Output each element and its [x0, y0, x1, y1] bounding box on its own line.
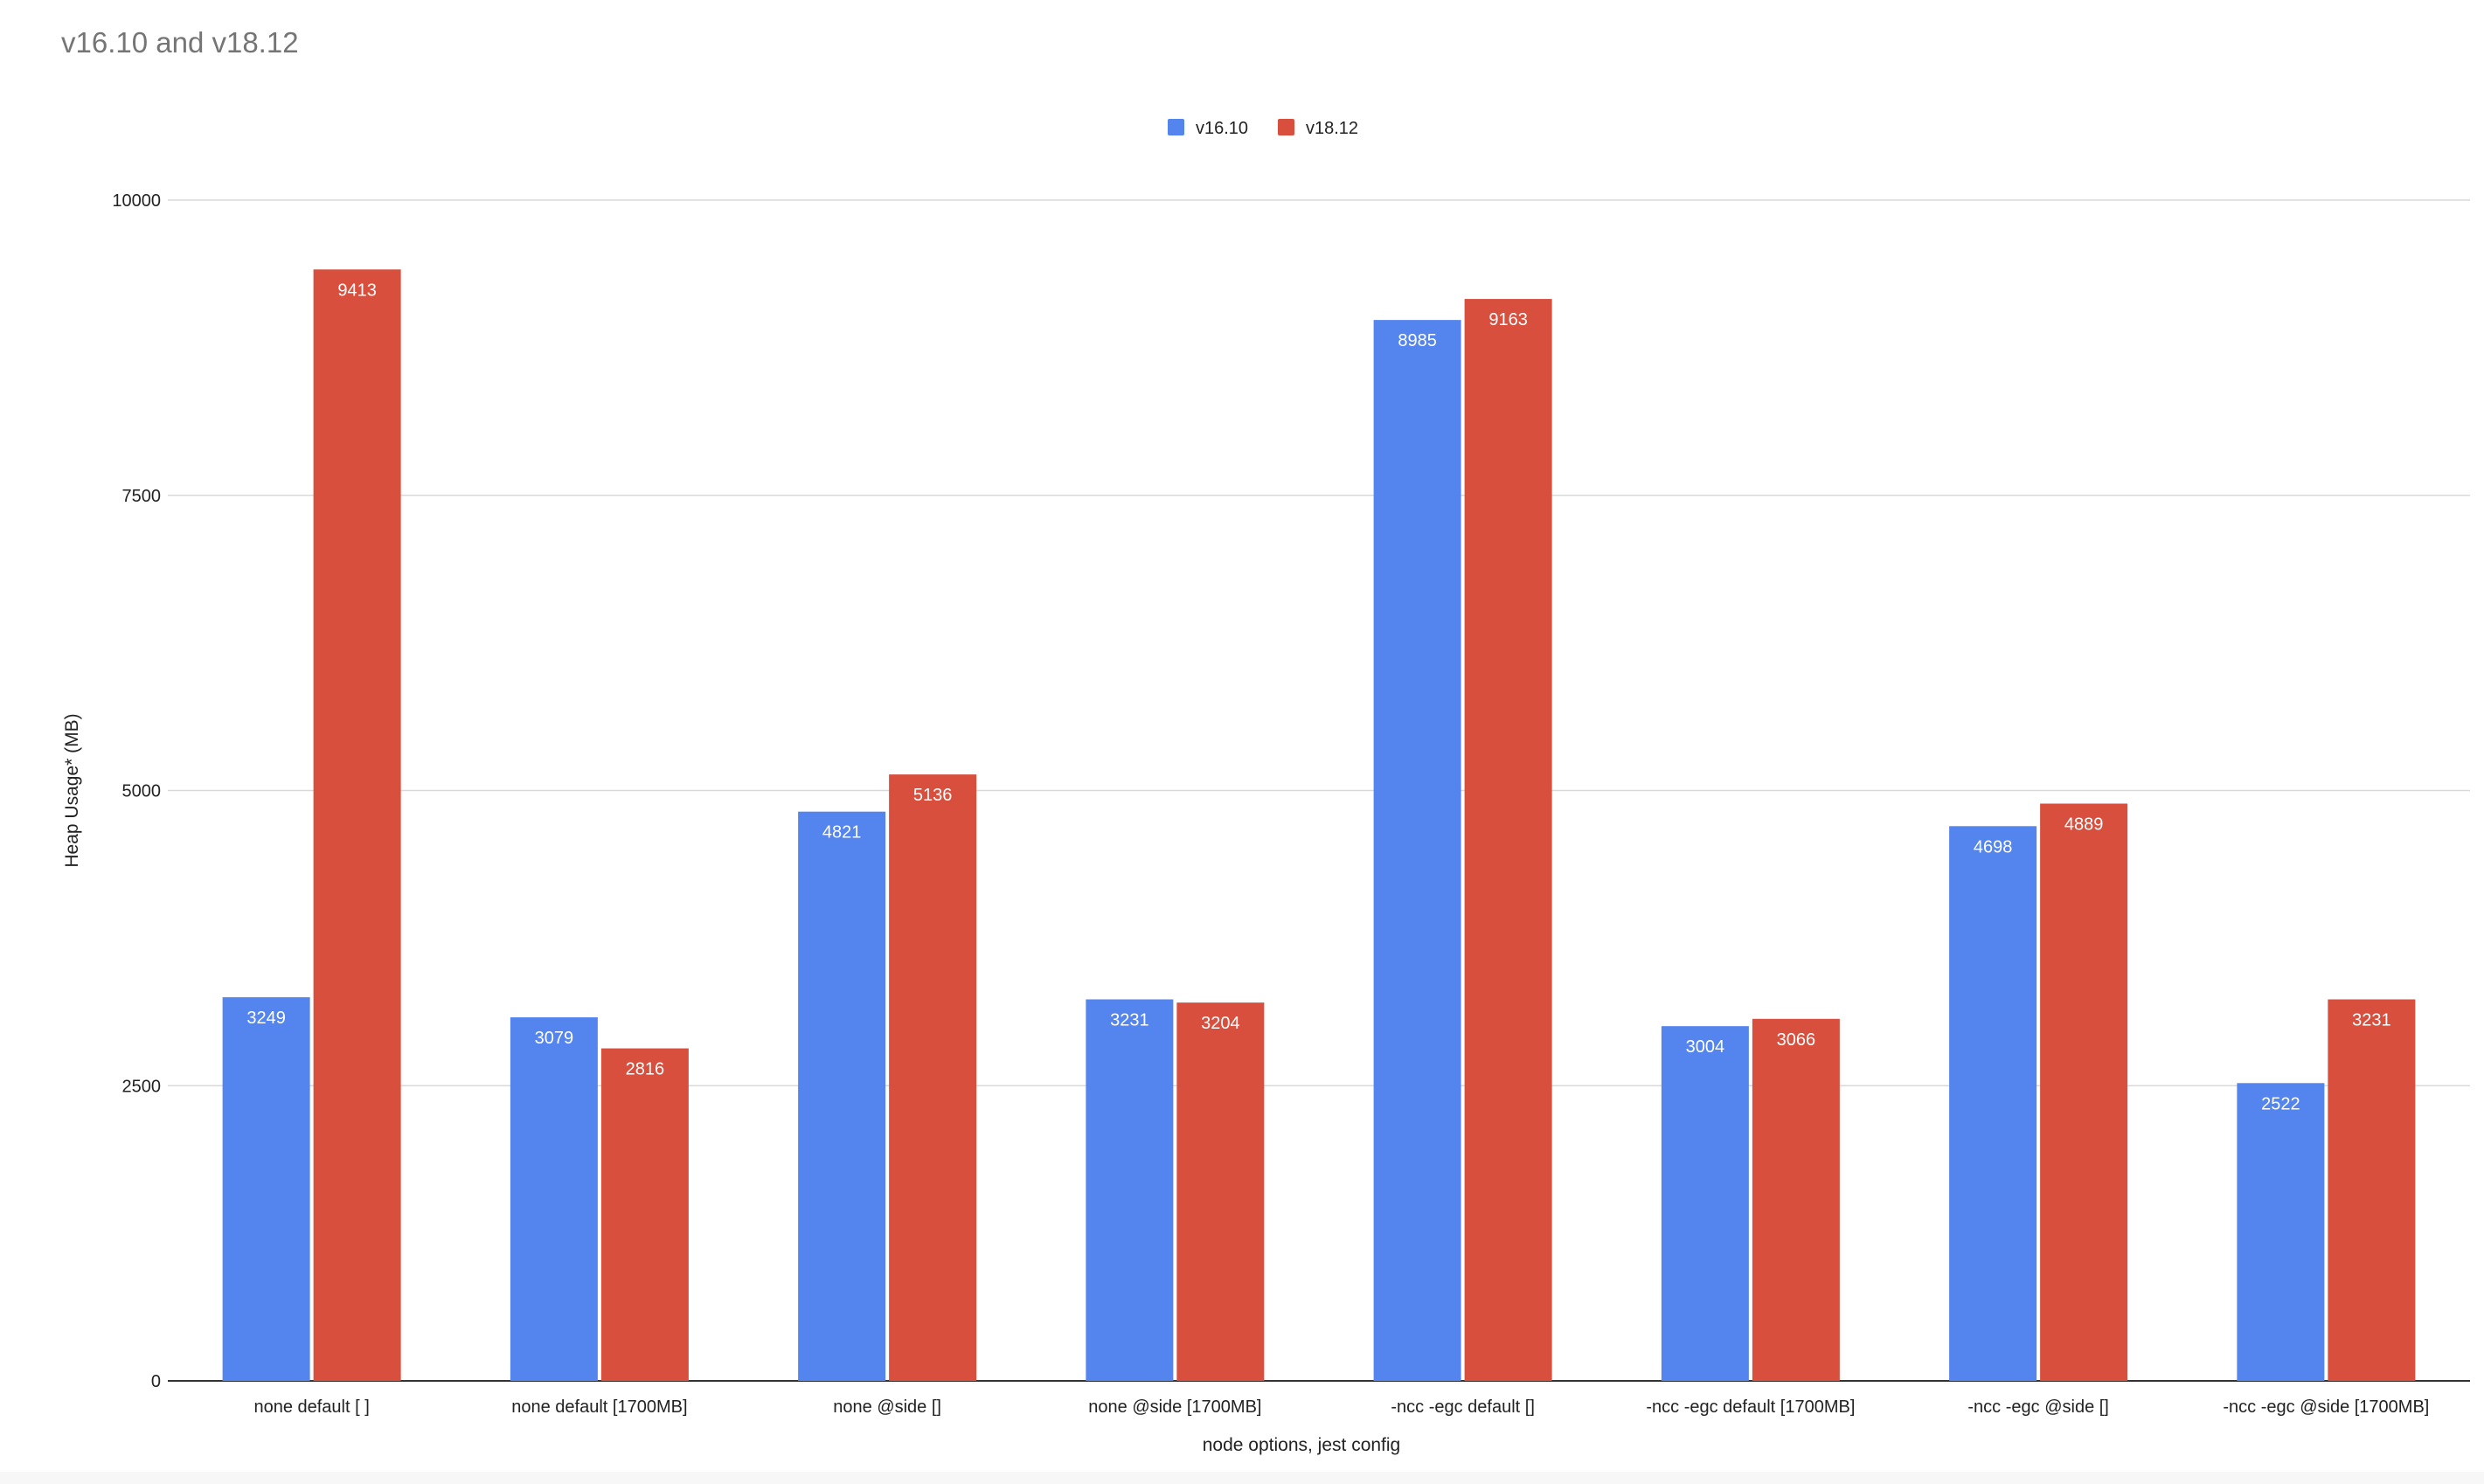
data-label: 3204 — [1201, 1014, 1240, 1033]
data-label: 8985 — [1398, 331, 1437, 350]
bar-v18-12-1 — [600, 1048, 689, 1381]
data-label: 4698 — [1974, 837, 2013, 856]
x-tick-label: none @side [1700MB] — [1088, 1397, 1261, 1417]
data-label: 3249 — [246, 1009, 286, 1028]
y-tick-label: 10000 — [112, 191, 161, 211]
bar-v18-12-2 — [889, 774, 977, 1381]
y-axis-title: Heap Usage* (MB) — [62, 713, 82, 867]
footer-strip — [0, 1472, 2484, 1484]
x-tick-label: none default [ ] — [253, 1397, 369, 1417]
x-tick-label: -ncc -egc default [] — [1391, 1397, 1535, 1417]
data-label: 3004 — [1686, 1037, 1725, 1057]
data-label: 2522 — [2261, 1094, 2300, 1113]
x-tick-label: -ncc -egc @side [1700MB] — [2223, 1397, 2429, 1417]
x-tick-label: none default [1700MB] — [511, 1397, 687, 1417]
data-label: 4889 — [2064, 815, 2104, 834]
bar-v18-12-5 — [1752, 1018, 1840, 1381]
bar-v18-12-4 — [1464, 299, 1552, 1381]
legend-swatch-v16-10 — [1168, 119, 1184, 135]
legend-swatch-v18-12 — [1278, 119, 1294, 135]
legend-label: v16.10 — [1196, 119, 1248, 138]
bar-v18-12-6 — [2040, 803, 2128, 1381]
x-tick-label: -ncc -egc @side [] — [1967, 1397, 2108, 1417]
data-label: 2816 — [626, 1060, 665, 1079]
data-label: 5136 — [913, 786, 953, 805]
legend-label: v18.12 — [1306, 119, 1358, 138]
bar-v18-12-7 — [2328, 999, 2416, 1381]
y-tick-label: 7500 — [122, 487, 162, 506]
x-tick-label: -ncc -egc default [1700MB] — [1646, 1397, 1855, 1417]
y-tick-label: 0 — [151, 1372, 161, 1391]
data-label: 4821 — [822, 823, 862, 843]
bar-v16-10-2 — [798, 811, 886, 1381]
data-label: 3231 — [1110, 1010, 1149, 1030]
bar-v16-10-5 — [1661, 1026, 1749, 1381]
bar-v16-10-3 — [1086, 999, 1174, 1381]
bar-v16-10-4 — [1373, 320, 1461, 1382]
data-label: 3231 — [2352, 1010, 2391, 1030]
bar-v18-12-0 — [313, 269, 401, 1381]
x-tick-label: none @side [] — [833, 1397, 941, 1417]
y-tick-label: 2500 — [122, 1077, 162, 1096]
bar-v16-10-1 — [510, 1017, 598, 1381]
bar-v18-12-3 — [1176, 1002, 1265, 1381]
chart-title: v16.10 and v18.12 — [61, 26, 299, 59]
y-tick-label: 5000 — [122, 782, 162, 801]
bar-v16-10-6 — [1949, 826, 2037, 1381]
data-label: 3066 — [1777, 1030, 1816, 1050]
bar-v16-10-0 — [222, 997, 310, 1381]
x-axis-title: node options, jest config — [1203, 1435, 1401, 1455]
data-label: 9163 — [1488, 310, 1528, 329]
data-label: 3079 — [535, 1029, 574, 1048]
bar-v16-10-7 — [2237, 1083, 2325, 1381]
data-label: 9413 — [337, 281, 377, 300]
